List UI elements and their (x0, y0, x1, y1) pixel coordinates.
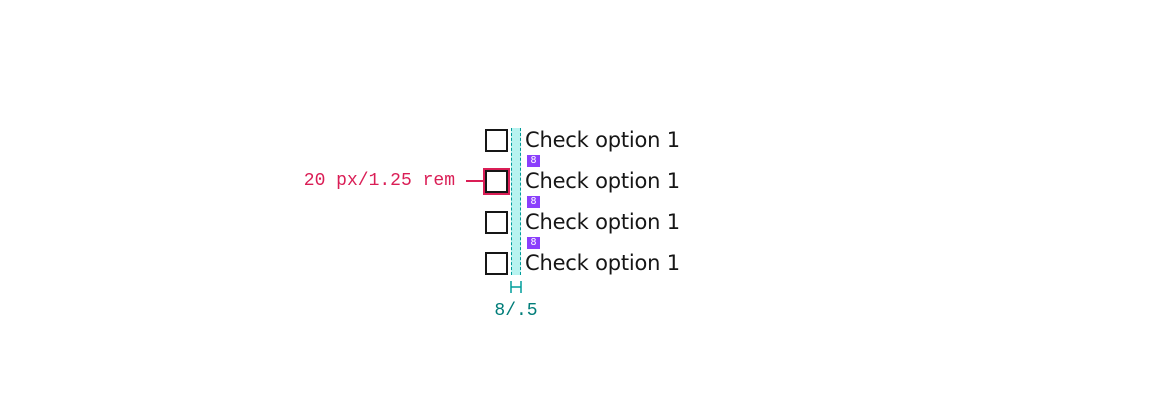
annotation-leader-line (466, 180, 485, 182)
checkbox-label-4: Check option 1 (525, 251, 680, 275)
spacing-badge: 8 (527, 237, 540, 249)
checkbox-3[interactable] (485, 211, 508, 234)
gap-spacing-highlight (511, 128, 521, 275)
checkbox-label-3: Check option 1 (525, 210, 680, 234)
gap-spacing-annotation: 8/.5 (494, 301, 538, 321)
checkbox-4[interactable] (485, 252, 508, 275)
spacing-badge: 8 (527, 196, 540, 208)
checkbox-size-annotation: 20 px/1.25 rem (303, 171, 455, 191)
measure-bracket-icon (510, 281, 522, 293)
checkbox-label-2: Check option 1 (525, 169, 680, 193)
spacing-badge: 8 (527, 155, 540, 167)
checkbox-1[interactable] (485, 129, 508, 152)
checkbox-2[interactable] (483, 168, 510, 195)
checkbox-label-1: Check option 1 (525, 128, 680, 152)
